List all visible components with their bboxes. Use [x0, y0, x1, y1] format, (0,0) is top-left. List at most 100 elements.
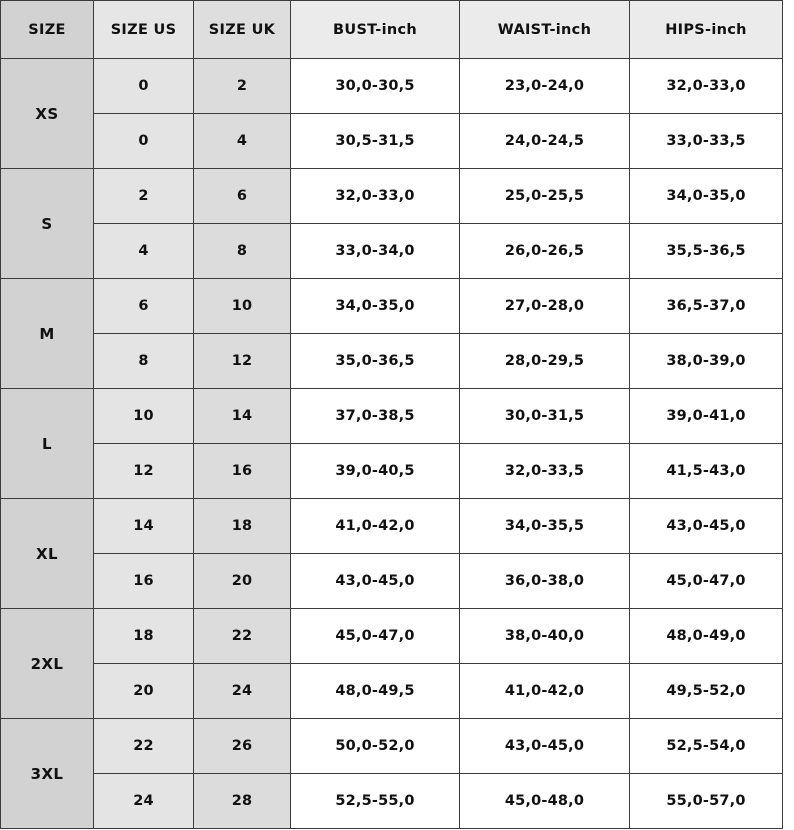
cell-size-us: 8 — [93, 333, 194, 389]
cell-size-uk: 26 — [193, 718, 291, 774]
cell-size-us: 24 — [93, 773, 194, 829]
cell-hips: 43,0-45,0 — [629, 498, 783, 554]
table-row: 4 8 33,0-34,0 26,0-26,5 35,5-36,5 — [1, 223, 783, 279]
cell-waist: 34,0-35,5 — [459, 498, 630, 554]
cell-waist: 36,0-38,0 — [459, 553, 630, 609]
cell-size-us: 16 — [93, 553, 194, 609]
size-group-label-xs: XS — [0, 58, 94, 169]
table-row: 20 24 48,0-49,5 41,0-42,0 49,5-52,0 — [1, 663, 783, 719]
cell-waist: 38,0-40,0 — [459, 608, 630, 664]
cell-hips: 39,0-41,0 — [629, 388, 783, 444]
column-header-size-uk: SIZE UK — [193, 0, 291, 59]
cell-bust: 37,0-38,5 — [290, 388, 460, 444]
cell-size-us: 12 — [93, 443, 194, 499]
cell-waist: 25,0-25,5 — [459, 168, 630, 224]
cell-waist: 30,0-31,5 — [459, 388, 630, 444]
cell-hips: 49,5-52,0 — [629, 663, 783, 719]
size-group-label-m: M — [0, 278, 94, 389]
table-row: 24 28 52,5-55,0 45,0-48,0 55,0-57,0 — [1, 773, 783, 829]
column-header-waist: WAIST-inch — [459, 0, 630, 59]
cell-bust: 48,0-49,5 — [290, 663, 460, 719]
cell-waist: 26,0-26,5 — [459, 223, 630, 279]
table-row: L 10 14 37,0-38,5 30,0-31,5 39,0-41,0 — [0, 388, 783, 499]
cell-hips: 38,0-39,0 — [629, 333, 783, 389]
cell-size-us: 2 — [93, 168, 194, 224]
cell-size-uk: 4 — [193, 113, 291, 169]
cell-size-uk: 18 — [193, 498, 291, 554]
table-row: 0 4 30,5-31,5 24,0-24,5 33,0-33,5 — [1, 113, 783, 169]
cell-size-us: 18 — [93, 608, 194, 664]
cell-size-uk: 12 — [193, 333, 291, 389]
cell-size-uk: 2 — [193, 58, 291, 114]
cell-hips: 52,5-54,0 — [629, 718, 783, 774]
table-row: 3XL 22 26 50,0-52,0 43,0-45,0 52,5-54,0 — [0, 718, 783, 829]
cell-bust: 52,5-55,0 — [290, 773, 460, 829]
cell-waist: 41,0-42,0 — [459, 663, 630, 719]
column-header-size: SIZE — [0, 0, 94, 59]
cell-size-us: 0 — [93, 113, 194, 169]
cell-size-us: 22 — [93, 718, 194, 774]
table-row: XS 0 2 30,0-30,5 23,0-24,0 32,0-33,0 — [0, 58, 783, 169]
table-row: 12 16 39,0-40,5 32,0-33,5 41,5-43,0 — [1, 443, 783, 499]
cell-waist: 45,0-48,0 — [459, 773, 630, 829]
cell-bust: 43,0-45,0 — [290, 553, 460, 609]
cell-waist: 43,0-45,0 — [459, 718, 630, 774]
header-row: SIZE SIZE US SIZE UK BUST-inch WAIST-inc… — [0, 0, 783, 59]
table-body: XS 0 2 30,0-30,5 23,0-24,0 32,0-33,0 0 4 30,5-31… — [0, 58, 783, 829]
cell-size-uk: 8 — [193, 223, 291, 279]
column-header-size-us: SIZE US — [93, 0, 194, 59]
cell-bust: 41,0-42,0 — [290, 498, 460, 554]
size-group-label-2xl: 2XL — [0, 608, 94, 719]
cell-hips: 35,5-36,5 — [629, 223, 783, 279]
cell-size-us: 4 — [93, 223, 194, 279]
cell-bust: 39,0-40,5 — [290, 443, 460, 499]
cell-hips: 36,5-37,0 — [629, 278, 783, 334]
cell-bust: 33,0-34,0 — [290, 223, 460, 279]
cell-size-uk: 28 — [193, 773, 291, 829]
cell-size-uk: 16 — [193, 443, 291, 499]
table-row: S 2 6 32,0-33,0 25,0-25,5 34,0-35,0 — [0, 168, 783, 279]
cell-waist: 28,0-29,5 — [459, 333, 630, 389]
cell-size-us: 0 — [93, 58, 194, 114]
cell-size-uk: 22 — [193, 608, 291, 664]
table-header: SIZE SIZE US SIZE UK BUST-inch WAIST-inc… — [0, 0, 783, 59]
table-row: M 6 10 34,0-35,0 27,0-28,0 36,5-37,0 — [0, 278, 783, 389]
cell-hips: 55,0-57,0 — [629, 773, 783, 829]
cell-hips: 32,0-33,0 — [629, 58, 783, 114]
cell-size-uk: 14 — [193, 388, 291, 444]
table-row: 2XL 18 22 45,0-47,0 38,0-40,0 48,0-49,0 — [0, 608, 783, 719]
cell-waist: 32,0-33,5 — [459, 443, 630, 499]
cell-size-us: 10 — [93, 388, 194, 444]
size-group-label-xl: XL — [0, 498, 94, 609]
size-group-label-3xl: 3XL — [0, 718, 94, 829]
cell-bust: 32,0-33,0 — [290, 168, 460, 224]
cell-size-uk: 20 — [193, 553, 291, 609]
cell-size-uk: 24 — [193, 663, 291, 719]
cell-size-uk: 6 — [193, 168, 291, 224]
cell-hips: 34,0-35,0 — [629, 168, 783, 224]
cell-hips: 33,0-33,5 — [629, 113, 783, 169]
size-group-label-s: S — [0, 168, 94, 279]
cell-bust: 35,0-36,5 — [290, 333, 460, 389]
cell-size-uk: 10 — [193, 278, 291, 334]
cell-bust: 30,0-30,5 — [290, 58, 460, 114]
cell-bust: 45,0-47,0 — [290, 608, 460, 664]
column-header-bust: BUST-inch — [290, 0, 460, 59]
cell-size-us: 20 — [93, 663, 194, 719]
cell-bust: 30,5-31,5 — [290, 113, 460, 169]
cell-hips: 41,5-43,0 — [629, 443, 783, 499]
cell-bust: 34,0-35,0 — [290, 278, 460, 334]
cell-waist: 23,0-24,0 — [459, 58, 630, 114]
cell-waist: 27,0-28,0 — [459, 278, 630, 334]
cell-hips: 48,0-49,0 — [629, 608, 783, 664]
table-row: XL 14 18 41,0-42,0 34,0-35,5 43,0-45,0 — [0, 498, 783, 609]
cell-hips: 45,0-47,0 — [629, 553, 783, 609]
cell-bust: 50,0-52,0 — [290, 718, 460, 774]
size-group-label-l: L — [0, 388, 94, 499]
table-row: 8 12 35,0-36,5 28,0-29,5 38,0-39,0 — [1, 333, 783, 389]
cell-waist: 24,0-24,5 — [459, 113, 630, 169]
column-header-hips: HIPS-inch — [629, 0, 783, 59]
table-row: 16 20 43,0-45,0 36,0-38,0 45,0-47,0 — [1, 553, 783, 609]
cell-size-us: 6 — [93, 278, 194, 334]
